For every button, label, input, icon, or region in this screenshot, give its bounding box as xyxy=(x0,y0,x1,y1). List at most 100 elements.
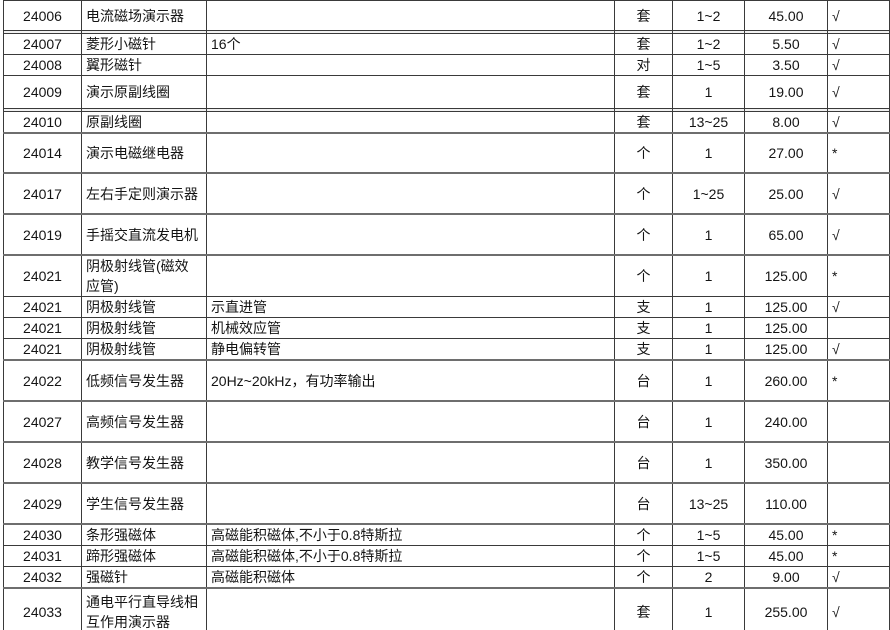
cell-product-code: 24021 xyxy=(3,254,82,297)
cell-specification xyxy=(206,132,615,174)
cell-quantity-range: 2 xyxy=(672,566,745,589)
cell-availability-mark xyxy=(827,482,890,525)
cell-specification xyxy=(206,75,615,109)
cell-availability-mark: * xyxy=(827,545,890,567)
cell-product-name: 高频信号发生器 xyxy=(81,400,207,443)
cell-specification xyxy=(206,213,615,256)
cell-availability-mark: * xyxy=(827,359,890,402)
cell-product-code: 24006 xyxy=(3,0,82,31)
price-table-body: 24006 电流磁场演示器套 1~2 45.00 √ 24007 菱形小磁针 16个套 1~2 5… xyxy=(3,0,890,630)
cell-specification xyxy=(206,587,615,630)
cell-specification xyxy=(206,441,615,484)
cell-unit: 个 xyxy=(614,132,673,174)
cell-product-name: 教学信号发生器 xyxy=(81,441,207,484)
cell-product-code: 24028 xyxy=(3,441,82,484)
cell-quantity-range: 1 xyxy=(672,400,745,443)
cell-quantity-range: 13~25 xyxy=(672,482,745,525)
table-row: 24027 高频信号发生器 台 1 240.00 xyxy=(3,400,890,443)
cell-availability-mark: * xyxy=(827,132,890,174)
cell-availability-mark: √ xyxy=(827,33,890,55)
cell-unit: 支 xyxy=(614,317,673,339)
cell-quantity-range: 1 xyxy=(672,75,745,109)
cell-availability-mark: * xyxy=(827,523,890,546)
cell-product-name: 演示原副线圈 xyxy=(81,75,207,109)
cell-product-name: 阴极射线管 xyxy=(81,296,207,318)
cell-product-code: 24021 xyxy=(3,296,82,318)
hidden-row-divider xyxy=(3,108,890,112)
cell-product-name: 菱形小磁针 xyxy=(81,33,207,55)
cell-product-code: 24033 xyxy=(3,587,82,630)
cell-availability-mark xyxy=(827,317,890,339)
cell-quantity-range: 1 xyxy=(672,441,745,484)
cell-unit: 支 xyxy=(614,338,673,361)
cell-unit: 个 xyxy=(614,523,673,546)
table-row: 24019 手摇交直流发电机 个 1 65.00 √ xyxy=(3,213,890,256)
cell-specification: 20Hz~20kHz，有功率输出 xyxy=(206,359,615,402)
table-row: 24017 左右手定则演示器 个 1~25 25.00 √ xyxy=(3,172,890,215)
cell-specification: 高磁能积磁体 xyxy=(206,566,615,589)
cell-unit: 台 xyxy=(614,441,673,484)
cell-unit: 个 xyxy=(614,172,673,215)
cell-specification xyxy=(206,254,615,297)
cell-unit: 个 xyxy=(614,213,673,256)
cell-availability-mark: √ xyxy=(827,296,890,318)
cell-unit: 台 xyxy=(614,482,673,525)
cell-product-name: 手摇交直流发电机 xyxy=(81,213,207,256)
cell-price: 27.00 xyxy=(744,132,828,174)
cell-price: 260.00 xyxy=(744,359,828,402)
divider-cell xyxy=(827,108,890,112)
cell-specification: 示直进管 xyxy=(206,296,615,318)
cell-quantity-range: 1 xyxy=(672,317,745,339)
cell-product-code: 24007 xyxy=(3,33,82,55)
cell-price: 65.00 xyxy=(744,213,828,256)
cell-availability-mark: √ xyxy=(827,75,890,109)
table-row: 24008 翼形磁针 对 1~5 3.50 √ xyxy=(3,54,890,76)
cell-unit: 支 xyxy=(614,296,673,318)
cell-quantity-range: 1~5 xyxy=(672,54,745,76)
cell-unit: 台 xyxy=(614,400,673,443)
cell-quantity-range: 13~25 xyxy=(672,111,745,134)
cell-product-code: 24027 xyxy=(3,400,82,443)
cell-product-code: 24010 xyxy=(3,111,82,134)
table-row: 24030 条形强磁体 高磁能积磁体,不小于0.8特斯拉个 1~5 45.00 * xyxy=(3,523,890,546)
cell-quantity-range: 1~2 xyxy=(672,0,745,31)
cell-product-name: 电流磁场演示器 xyxy=(81,0,207,31)
cell-availability-mark: √ xyxy=(827,338,890,361)
cell-price: 110.00 xyxy=(744,482,828,525)
table-row: 24028 教学信号发生器 台 1 350.00 xyxy=(3,441,890,484)
cell-quantity-range: 1 xyxy=(672,254,745,297)
table-row: 24010 原副线圈 套 13~25 8.00 √ xyxy=(3,111,890,134)
cell-availability-mark: √ xyxy=(827,0,890,31)
cell-unit: 套 xyxy=(614,111,673,134)
cell-availability-mark: √ xyxy=(827,566,890,589)
cell-quantity-range: 1~2 xyxy=(672,33,745,55)
table-row: 24022 低频信号发生器 20Hz~20kHz，有功率输出台 1 260.00 * xyxy=(3,359,890,402)
cell-price: 8.00 xyxy=(744,111,828,134)
cell-specification xyxy=(206,54,615,76)
cell-specification xyxy=(206,482,615,525)
cell-quantity-range: 1 xyxy=(672,132,745,174)
cell-quantity-range: 1~5 xyxy=(672,545,745,567)
table-row: 24021 阴极射线管 机械效应管支 1 125.00 xyxy=(3,317,890,339)
cell-product-code: 24021 xyxy=(3,338,82,361)
cell-product-code: 24017 xyxy=(3,172,82,215)
cell-availability-mark xyxy=(827,441,890,484)
cell-price: 45.00 xyxy=(744,523,828,546)
cell-product-code: 24030 xyxy=(3,523,82,546)
cell-price: 45.00 xyxy=(744,0,828,31)
cell-product-name: 左右手定则演示器 xyxy=(81,172,207,215)
cell-availability-mark: √ xyxy=(827,213,890,256)
cell-price: 125.00 xyxy=(744,296,828,318)
cell-specification: 16个 xyxy=(206,33,615,55)
cell-unit: 个 xyxy=(614,566,673,589)
cell-price: 5.50 xyxy=(744,33,828,55)
cell-unit: 对 xyxy=(614,54,673,76)
cell-product-code: 24019 xyxy=(3,213,82,256)
table-row: 24007 菱形小磁针 16个套 1~2 5.50 √ xyxy=(3,33,890,55)
table-row: 24006 电流磁场演示器 套 1~2 45.00 √ xyxy=(3,0,890,31)
cell-availability-mark xyxy=(827,400,890,443)
cell-product-code: 24031 xyxy=(3,545,82,567)
cell-unit: 套 xyxy=(614,75,673,109)
cell-unit: 套 xyxy=(614,33,673,55)
cell-specification xyxy=(206,0,615,31)
